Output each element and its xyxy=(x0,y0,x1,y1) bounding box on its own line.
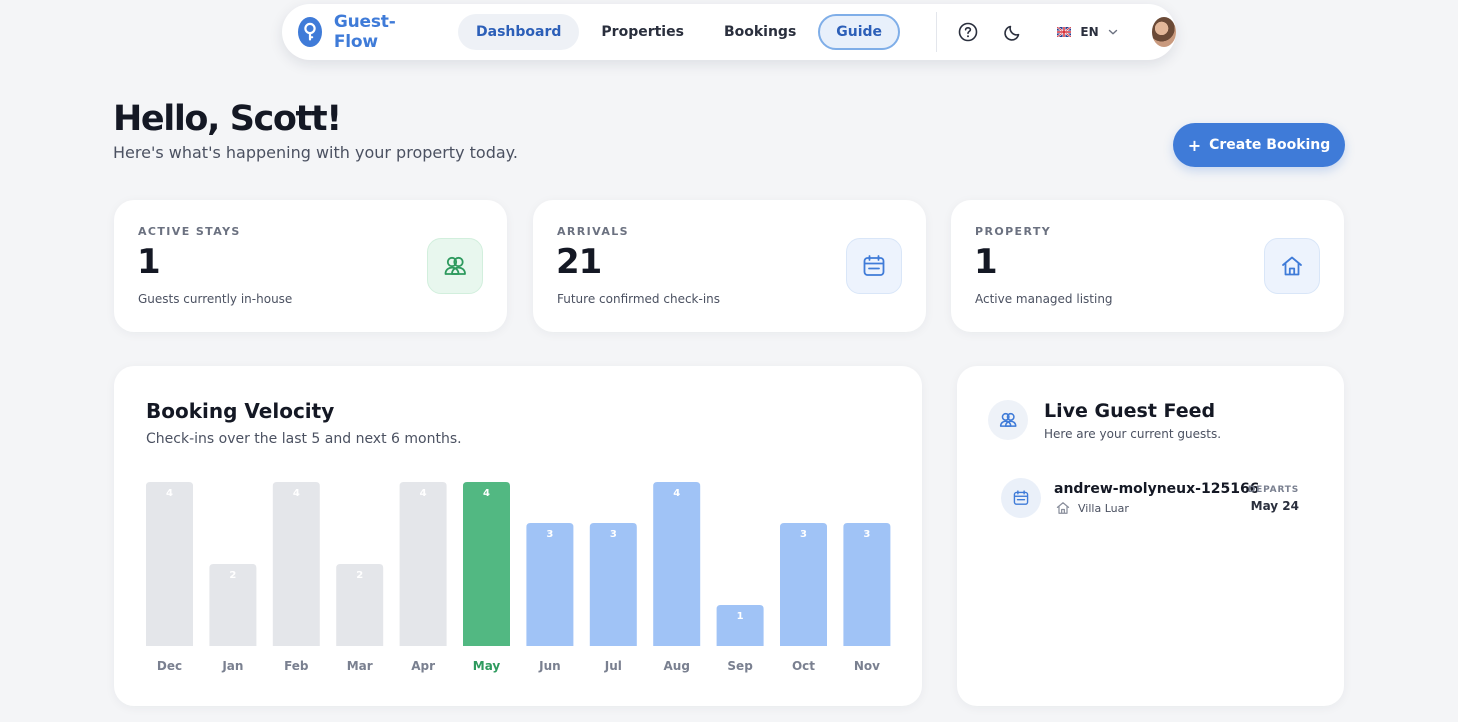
stat-value: 1 xyxy=(974,242,998,282)
users-icon xyxy=(427,238,483,294)
chart-data-label: 3 xyxy=(610,529,617,540)
chart-bar-oct[interactable] xyxy=(780,523,827,646)
departs-date: May 24 xyxy=(1250,499,1299,513)
chart-data-label: 4 xyxy=(420,488,427,499)
departs-label: DEPARTS xyxy=(1247,485,1299,495)
nav-divider xyxy=(936,12,937,52)
guest-property-name: Villa Luar xyxy=(1078,501,1129,515)
chart-bar-jan[interactable] xyxy=(209,564,257,646)
stat-card-active-stays: ACTIVE STAYS 1 Guests currently in-house xyxy=(114,200,507,332)
user-avatar[interactable] xyxy=(1151,17,1176,47)
chart-tick-label: Dec xyxy=(157,659,182,673)
nav-bookings[interactable]: Bookings xyxy=(723,24,797,40)
chart-data-label: 2 xyxy=(356,570,363,581)
chart-bar-jun[interactable] xyxy=(526,523,574,646)
stat-description: Guests currently in-house xyxy=(138,292,293,306)
brand[interactable]: Guest-Flow xyxy=(298,12,418,52)
chart-data-label: 3 xyxy=(800,529,807,540)
chart-bar-nov[interactable] xyxy=(843,523,891,646)
chart-bar-feb[interactable] xyxy=(272,482,320,646)
nav-dashboard[interactable]: Dashboard xyxy=(458,14,580,50)
stat-card-property: PROPERTY 1 Active managed listing xyxy=(951,200,1344,332)
create-booking-button[interactable]: + Create Booking xyxy=(1173,123,1345,167)
live-guest-feed-card: Live Guest Feed Here are your current gu… xyxy=(957,366,1344,706)
home-icon xyxy=(1264,238,1320,294)
chart-tick-label: Apr xyxy=(411,659,435,673)
language-select[interactable]: EN xyxy=(1049,15,1125,49)
stat-card-arrivals: ARRIVALS 21 Future confirmed check-ins xyxy=(533,200,926,332)
chart-data-label: 2 xyxy=(229,570,236,581)
chart-data-label: 4 xyxy=(483,488,490,499)
chart-bar-mar[interactable] xyxy=(336,564,384,646)
chart-bar-apr[interactable] xyxy=(399,482,447,646)
nav-guide[interactable]: Guide xyxy=(818,14,901,50)
chart-tick-label: Sep xyxy=(727,659,753,673)
chart-tick-label: Mar xyxy=(347,659,373,673)
chart-data-label: 4 xyxy=(673,488,680,499)
guest-list-item[interactable]: andrew-molyneux-125166 Villa Luar DEPART… xyxy=(1001,478,1301,522)
chart-subtitle: Check-ins over the last 5 and next 6 mon… xyxy=(146,431,462,447)
chevron-down-icon xyxy=(1108,29,1117,35)
chart-data-label: 4 xyxy=(293,488,300,499)
nav-links: Dashboard Properties Bookings Guide xyxy=(458,14,901,50)
stat-label: ACTIVE STAYS xyxy=(138,225,241,238)
stat-value: 21 xyxy=(556,242,602,282)
page-subtitle: Here's what's happening with your proper… xyxy=(113,143,518,162)
language-code: EN xyxy=(1080,25,1099,39)
stat-value: 1 xyxy=(137,242,161,282)
chart-data-label: 4 xyxy=(166,488,173,499)
chart-bar-dec[interactable] xyxy=(146,482,193,646)
chart-tick-label: Jun xyxy=(538,659,561,673)
greeting: Hello, Scott! Here's what's happening wi… xyxy=(113,97,518,162)
nav-properties[interactable]: Properties xyxy=(601,24,684,40)
home-icon xyxy=(1056,502,1070,514)
moon-icon xyxy=(1004,25,1020,41)
chart-tick-label: Jul xyxy=(604,659,622,673)
stat-label: PROPERTY xyxy=(975,225,1052,238)
chart-bar-aug[interactable] xyxy=(653,482,701,646)
theme-toggle-button[interactable] xyxy=(998,14,1027,50)
chart-bar-sep[interactable] xyxy=(716,605,764,646)
chart-tick-label: Aug xyxy=(663,659,689,673)
flag-uk-icon xyxy=(1057,27,1072,37)
key-logo-icon xyxy=(298,17,322,47)
stat-description: Active managed listing xyxy=(975,292,1113,306)
booking-velocity-card: Booking Velocity Check-ins over the last… xyxy=(114,366,922,706)
page-title: Hello, Scott! xyxy=(113,99,342,139)
chart-tick-label: Oct xyxy=(792,659,815,673)
chart-tick-label: Nov xyxy=(854,659,880,673)
chart-bar-jul[interactable] xyxy=(589,523,637,646)
plus-icon: + xyxy=(1187,135,1202,155)
feed-title: Live Guest Feed xyxy=(1044,400,1216,422)
guest-property: Villa Luar xyxy=(1054,500,1129,516)
help-button[interactable] xyxy=(953,14,982,50)
chart-tick-label: Feb xyxy=(284,659,309,673)
top-navigation: Guest-Flow Dashboard Properties Bookings… xyxy=(282,4,1176,60)
chart-data-label: 3 xyxy=(546,529,553,540)
booking-velocity-chart: 4 Dec 2 Jan 4 Feb 2 Mar 4 Apr 4 May 3 Jun 3 Jul 4 Aug 1 Sep… xyxy=(146,482,891,673)
chart-data-label: 3 xyxy=(863,529,870,540)
chart-tick-label: May xyxy=(473,659,501,673)
create-booking-label: Create Booking xyxy=(1209,137,1331,153)
calendar-icon xyxy=(846,238,902,294)
help-icon xyxy=(958,22,977,42)
chart-tick-label: Jan xyxy=(221,659,243,673)
users-icon xyxy=(988,400,1028,440)
calendar-icon xyxy=(1001,478,1041,518)
brand-name: Guest-Flow xyxy=(333,12,396,52)
guest-name: andrew-molyneux-125166 xyxy=(1054,481,1260,497)
stat-description: Future confirmed check-ins xyxy=(557,292,721,306)
feed-subtitle: Here are your current guests. xyxy=(1044,427,1222,441)
chart-bar-may[interactable] xyxy=(463,482,510,646)
chart-title: Booking Velocity xyxy=(146,399,335,423)
stat-label: ARRIVALS xyxy=(557,225,629,238)
chart-data-label: 1 xyxy=(737,611,744,622)
